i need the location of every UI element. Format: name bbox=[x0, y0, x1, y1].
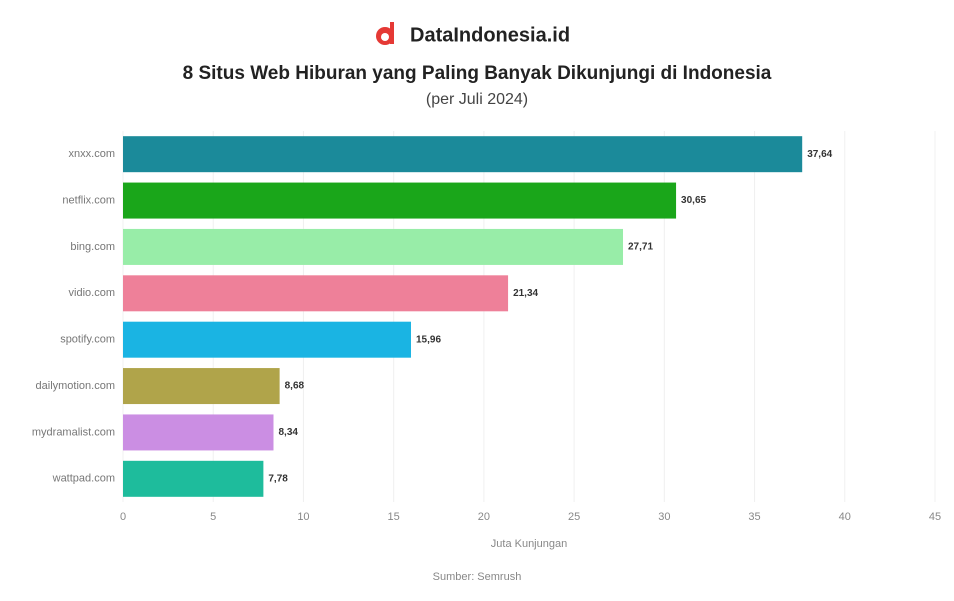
chart-title: 8 Situs Web Hiburan yang Paling Banyak D… bbox=[183, 63, 772, 84]
bar bbox=[123, 414, 274, 451]
brand: DataIndonesia.id bbox=[410, 24, 570, 46]
y-tick-label: vidio.com bbox=[69, 287, 115, 299]
value-label: 8,34 bbox=[278, 427, 298, 438]
y-tick-label: spotify.com bbox=[60, 334, 115, 346]
bar bbox=[123, 228, 624, 265]
y-tick-label: bing.com bbox=[70, 241, 115, 253]
x-tick-label: 5 bbox=[210, 511, 216, 523]
x-tick-label: 15 bbox=[388, 511, 400, 523]
value-label: 21,34 bbox=[513, 288, 538, 299]
x-tick-label: 30 bbox=[658, 511, 670, 523]
value-label: 30,65 bbox=[681, 195, 706, 206]
x-axis-title: Juta Kunjungan bbox=[491, 538, 567, 550]
y-tick-label: xnxx.com bbox=[69, 148, 115, 160]
value-label: 27,71 bbox=[628, 242, 653, 253]
value-label: 7,78 bbox=[268, 473, 288, 484]
x-tick-label: 20 bbox=[478, 511, 490, 523]
x-tick-label: 0 bbox=[120, 511, 126, 523]
bar bbox=[123, 182, 677, 219]
x-tick-label: 45 bbox=[929, 511, 941, 523]
x-tick-label: 35 bbox=[748, 511, 760, 523]
x-tick-label: 40 bbox=[839, 511, 851, 523]
x-tick-label: 10 bbox=[297, 511, 309, 523]
y-tick-label: mydramalist.com bbox=[32, 426, 115, 438]
logo bbox=[376, 22, 394, 45]
source: Sumber: Semrush bbox=[433, 571, 522, 583]
value-label: 37,64 bbox=[807, 149, 832, 160]
bar bbox=[123, 368, 280, 405]
x-tick-label: 25 bbox=[568, 511, 580, 523]
y-tick-label: dailymotion.com bbox=[36, 380, 115, 392]
bar bbox=[123, 275, 509, 312]
bar bbox=[123, 460, 264, 497]
bar bbox=[123, 321, 411, 358]
chart-subtitle: (per Juli 2024) bbox=[426, 91, 528, 108]
value-label: 15,96 bbox=[416, 334, 441, 345]
value-label: 8,68 bbox=[285, 381, 305, 392]
bar bbox=[123, 136, 803, 173]
y-tick-label: wattpad.com bbox=[52, 473, 115, 485]
y-tick-label: netflix.com bbox=[62, 194, 115, 206]
